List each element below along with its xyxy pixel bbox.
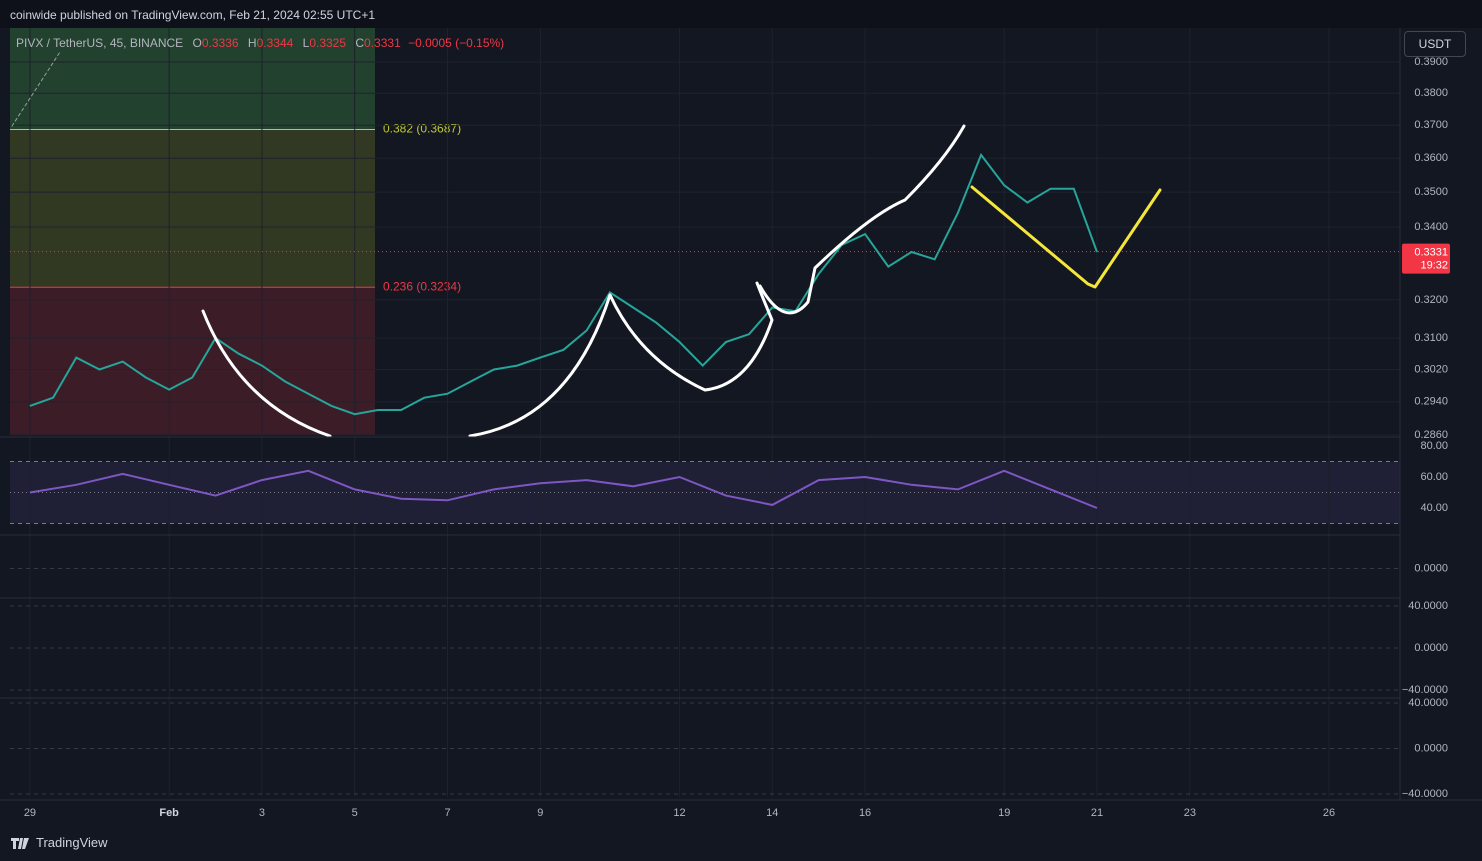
y-tick-label: 40.0000 (1408, 600, 1448, 612)
data-layer (10, 152, 1400, 509)
x-tick-label: 23 (1184, 807, 1196, 819)
drawings (11, 51, 1162, 438)
drawing-curve (201, 309, 332, 438)
y-tick-label: 80.00 (1420, 440, 1448, 452)
low-value: 0.3325 (309, 36, 347, 50)
drawing-curve (758, 124, 966, 315)
y-tick-label: −40.0000 (1402, 788, 1448, 800)
x-tick-label: Feb (159, 807, 179, 819)
fib-zone (10, 287, 375, 435)
y-tick-label: 60.00 (1420, 471, 1448, 483)
last-price-label: 0.3331 (1414, 247, 1448, 259)
close-value: 0.3331 (364, 36, 401, 50)
fib-label: 0.382 (0.3687) (383, 122, 461, 136)
x-tick-label: 16 (859, 807, 871, 819)
y-tick-label: 0.3600 (1414, 152, 1448, 164)
fib-zone (10, 129, 375, 288)
y-tick-label: −40.0000 (1402, 684, 1448, 696)
y-tick-label: 0.3900 (1414, 56, 1448, 68)
y-tick-label: 0.3020 (1414, 363, 1448, 375)
last-price-tag (1402, 243, 1450, 274)
symbol-legend: PIVX / TetherUS, 45, BINANCE O0.3336 H0.… (16, 36, 504, 50)
high-key: H (247, 36, 257, 50)
footer: TradingView (10, 835, 108, 850)
fib-zones: 0.382 (0.3687) 0.236 (0.3234) (10, 28, 1400, 524)
y-tick-label: 0.0000 (1414, 642, 1448, 654)
x-tick-label: 29 (24, 807, 36, 819)
y-tick-label: 0.2860 (1414, 429, 1448, 441)
x-tick-label: 7 (444, 807, 450, 819)
close-key: C (355, 36, 365, 50)
symbol: PIVX / TetherUS, 45, BINANCE (16, 36, 184, 50)
y-tick-label: 0.3800 (1414, 87, 1448, 99)
publisher-line: coinwide published on TradingView.com, F… (10, 8, 375, 22)
x-tick-label: 26 (1323, 807, 1335, 819)
axes: 0.3900 0.3800 0.3700 0.3600 0.3500 0.3400 0.32… (0, 28, 1482, 819)
y-tick-label: 40.0000 (1408, 697, 1448, 709)
y-tick-label: 0.0000 (1414, 742, 1448, 754)
fib-label: 0.236 (0.3234) (383, 279, 461, 293)
drawing-line (970, 185, 1162, 289)
low-key: L (302, 36, 310, 50)
y-tick-label: 0.3700 (1414, 119, 1448, 131)
open-value: 0.3336 (201, 36, 239, 50)
countdown-label: 19:32 (1420, 260, 1448, 272)
y-tick-label: 40.00 (1420, 502, 1448, 514)
drawing-curve (468, 281, 774, 438)
y-tick-label: 0.3200 (1414, 294, 1448, 306)
currency-button[interactable]: USDT (1404, 31, 1466, 57)
x-tick-label: 19 (998, 807, 1010, 819)
brand-logo (11, 837, 29, 849)
fib-trend-line (11, 51, 61, 127)
open-key: O (192, 36, 202, 50)
x-tick-label: 9 (537, 807, 543, 819)
y-tick-label: 0.3500 (1414, 186, 1448, 198)
x-tick-label: 3 (259, 807, 265, 819)
price-line (29, 152, 1098, 416)
y-tick-label: 0.0000 (1414, 562, 1448, 574)
price-line (29, 469, 1098, 509)
rsi-band (10, 461, 1400, 524)
publisher: coinwide published on TradingView.com, F… (10, 8, 376, 22)
x-tick-label: 5 (352, 807, 358, 819)
x-tick-label: 14 (766, 807, 778, 819)
change-value: −0.0005 (−0.15%) (408, 36, 505, 50)
y-tick-label: 0.3400 (1414, 221, 1448, 233)
y-tick-label: 0.2940 (1414, 396, 1448, 408)
y-tick-label: 0.3100 (1414, 332, 1448, 344)
grid (10, 28, 1400, 797)
high-value: 0.3344 (256, 36, 294, 50)
top-bar (0, 0, 1482, 28)
x-tick-label: 12 (673, 807, 685, 819)
x-tick-label: 21 (1091, 807, 1103, 819)
brand: TradingView (36, 835, 108, 850)
fib-zone (10, 28, 375, 130)
